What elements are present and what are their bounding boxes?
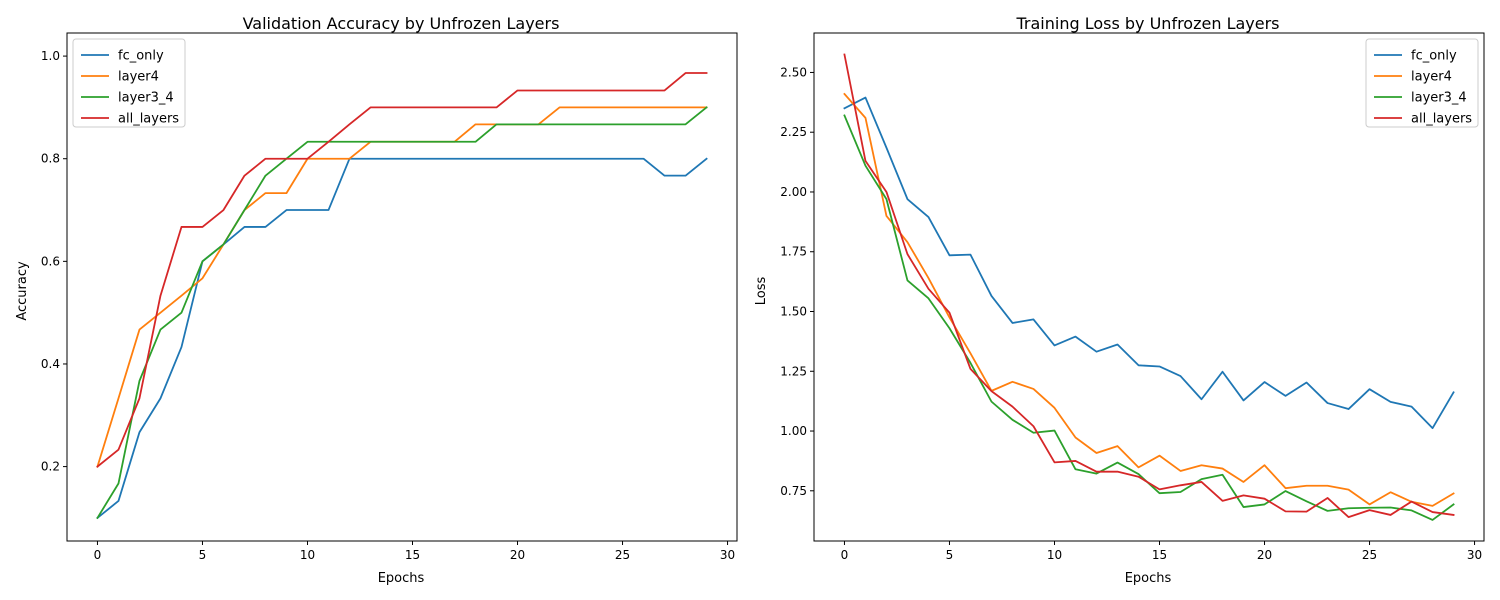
loss-series-line-layer4 bbox=[843, 92, 1455, 507]
loss-x-tick-label: 5 bbox=[946, 548, 954, 562]
loss-x-axis-label: Epochs bbox=[1125, 571, 1172, 586]
accuracy-y-tick-label: 0.6 bbox=[41, 254, 60, 268]
accuracy-x-tick-label: 20 bbox=[510, 548, 525, 562]
accuracy-x-tick-label: 5 bbox=[199, 548, 207, 562]
loss-axes-frame bbox=[813, 32, 1485, 542]
loss-x-tick-label: 20 bbox=[1257, 548, 1272, 562]
loss-legend-label-all_layers: all_layers bbox=[1411, 112, 1472, 127]
loss-legend-label-layer4: layer4 bbox=[1411, 70, 1452, 85]
loss-chart-title: Training Loss by Unfrozen Layers bbox=[1015, 14, 1279, 33]
loss-y-tick-label: 2.50 bbox=[780, 65, 807, 79]
accuracy-legend-label-fc_only: fc_only bbox=[118, 49, 164, 64]
accuracy-series-line-fc_only bbox=[96, 157, 708, 520]
accuracy-chart: Validation Accuracy by Unfrozen Layers E… bbox=[15, 14, 738, 586]
loss-y-tick-label: 2.00 bbox=[780, 185, 807, 199]
loss-series-line-fc_only bbox=[843, 96, 1455, 430]
loss-x-tick-label: 30 bbox=[1467, 548, 1482, 562]
loss-x-tick-label: 10 bbox=[1047, 548, 1062, 562]
loss-y-axis-label: Loss bbox=[754, 277, 769, 306]
loss-legend-label-fc_only: fc_only bbox=[1411, 49, 1457, 64]
loss-x-tick-label: 25 bbox=[1362, 548, 1377, 562]
loss-chart: Training Loss by Unfrozen Layers Epochs … bbox=[754, 14, 1485, 586]
accuracy-x-tick-label: 0 bbox=[94, 548, 102, 562]
loss-y-tick-label: 2.25 bbox=[780, 125, 807, 139]
accuracy-series-line-layer3_4 bbox=[96, 106, 708, 520]
accuracy-y-tick-label: 1.0 bbox=[41, 49, 60, 63]
accuracy-x-tick-label: 15 bbox=[405, 548, 420, 562]
accuracy-legend-label-layer4: layer4 bbox=[118, 70, 159, 85]
loss-plot-area: 0 5 10 15 20 25 30 0.75 1.00 1.25 1.50 1.75 2.00 2.25… bbox=[780, 32, 1485, 562]
loss-y-tick-label: 1.50 bbox=[780, 305, 807, 319]
loss-legend-label-layer3_4: layer3_4 bbox=[1411, 91, 1467, 106]
loss-legend: fc_only layer4 layer3_4 all_layers bbox=[1365, 38, 1479, 128]
loss-x-tick-label: 15 bbox=[1152, 548, 1167, 562]
loss-y-tick-label: 0.75 bbox=[780, 484, 807, 498]
loss-legend-box bbox=[1365, 38, 1479, 128]
accuracy-y-tick-label: 0.4 bbox=[41, 357, 60, 371]
accuracy-chart-title: Validation Accuracy by Unfrozen Layers bbox=[243, 14, 560, 33]
accuracy-x-tick-label: 25 bbox=[615, 548, 630, 562]
accuracy-y-tick-label: 0.8 bbox=[41, 152, 60, 166]
loss-series-line-all_layers bbox=[843, 53, 1455, 518]
loss-y-tick-label: 1.75 bbox=[780, 245, 807, 259]
accuracy-plot-area: 0 5 10 15 20 25 30 0.2 0.4 0.6 0.8 1.0 fc_only layer4… bbox=[41, 32, 738, 562]
accuracy-axes-frame bbox=[66, 32, 738, 542]
accuracy-legend-label-all_layers: all_layers bbox=[118, 112, 179, 127]
accuracy-y-axis-label: Accuracy bbox=[15, 261, 30, 321]
loss-y-tick-label: 1.25 bbox=[780, 364, 807, 378]
accuracy-series-line-all_layers bbox=[96, 72, 708, 468]
accuracy-x-axis-label: Epochs bbox=[378, 571, 425, 586]
accuracy-y-tick-label: 0.2 bbox=[41, 460, 60, 474]
accuracy-legend: fc_only layer4 layer3_4 all_layers bbox=[72, 38, 186, 128]
accuracy-x-tick-label: 10 bbox=[300, 548, 315, 562]
accuracy-legend-label-layer3_4: layer3_4 bbox=[118, 91, 174, 106]
loss-x-tick-label: 0 bbox=[841, 548, 849, 562]
accuracy-legend-box bbox=[72, 38, 186, 128]
loss-y-tick-label: 1.00 bbox=[780, 424, 807, 438]
accuracy-x-tick-label: 30 bbox=[720, 548, 735, 562]
